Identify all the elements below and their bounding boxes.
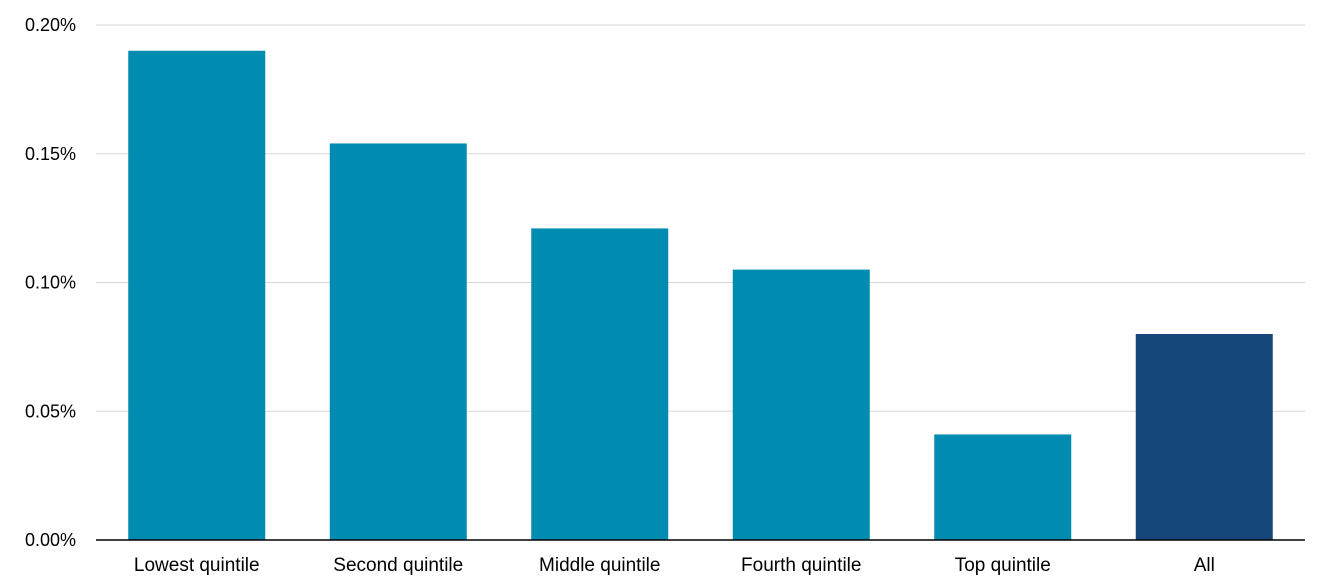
x-tick-label: Lowest quintile — [134, 555, 260, 576]
y-tick-label: 0.00% — [25, 530, 76, 550]
y-tick-label: 0.15% — [25, 144, 76, 164]
x-tick-label: All — [1194, 555, 1215, 576]
y-tick-label: 0.10% — [25, 273, 76, 293]
x-tick-label: Top quintile — [955, 555, 1051, 576]
bar — [329, 143, 467, 540]
y-tick-label: 0.05% — [25, 401, 76, 421]
x-axis-category-labels: Lowest quintile Second quintile Middle qui… — [134, 555, 1215, 576]
y-axis-tick-labels: 0.00% 0.05% 0.10% 0.15% 0.20% — [25, 15, 76, 550]
bars — [128, 50, 1273, 541]
bar — [128, 50, 266, 540]
x-tick-label: Middle quintile — [539, 555, 660, 576]
x-tick-label: Second quintile — [333, 555, 463, 576]
bar — [531, 228, 669, 541]
bar — [1135, 334, 1273, 540]
x-tick-label: Fourth quintile — [741, 555, 861, 576]
y-tick-label: 0.20% — [25, 15, 76, 35]
gridlines — [96, 24, 1305, 412]
bar — [732, 269, 870, 540]
bar — [934, 434, 1072, 540]
